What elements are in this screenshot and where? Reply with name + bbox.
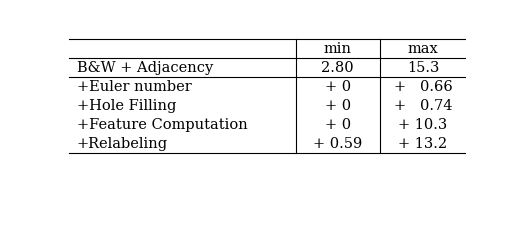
Text: +Hole Filling: +Hole Filling [77, 99, 176, 113]
Text: + 13.2: + 13.2 [398, 137, 448, 151]
Text: +   0.74: + 0.74 [394, 99, 452, 113]
Text: + 0.59: + 0.59 [313, 137, 363, 151]
Text: +   0.66: + 0.66 [394, 80, 452, 94]
Text: +Euler number: +Euler number [77, 80, 192, 94]
Text: +Feature Computation: +Feature Computation [77, 118, 248, 132]
Text: 2.80: 2.80 [322, 61, 354, 75]
Text: 15.3: 15.3 [407, 61, 439, 75]
Text: + 0: + 0 [325, 118, 351, 132]
Text: +Relabeling: +Relabeling [77, 137, 168, 151]
Text: max: max [408, 42, 438, 56]
Text: + 0: + 0 [325, 80, 351, 94]
Text: B&W + Adjacency: B&W + Adjacency [77, 61, 213, 75]
Text: + 10.3: + 10.3 [398, 118, 448, 132]
Text: + 0: + 0 [325, 99, 351, 113]
Text: min: min [324, 42, 352, 56]
